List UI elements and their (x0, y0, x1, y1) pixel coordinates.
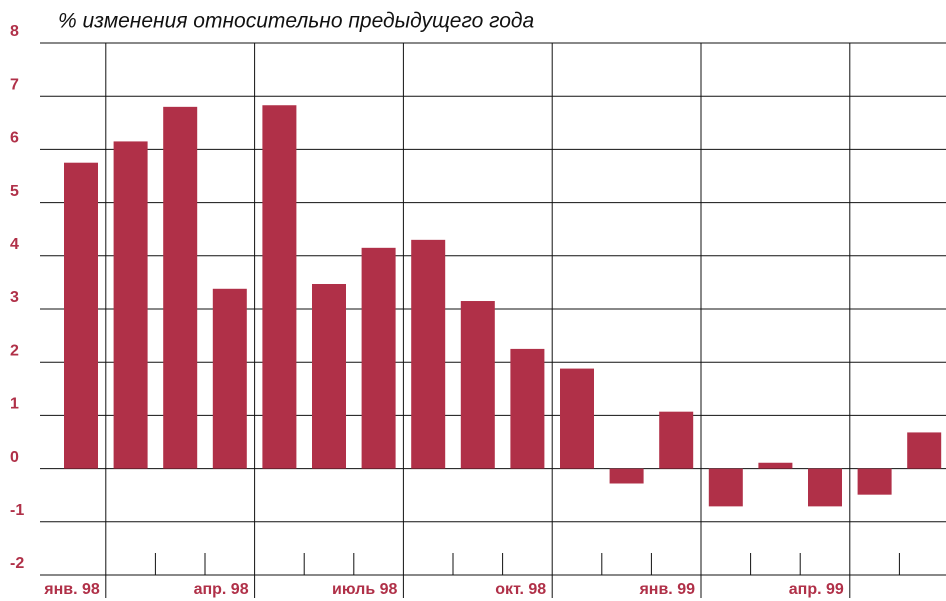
bar (609, 468, 644, 484)
y-tick-label: 0 (10, 449, 19, 466)
bar (907, 432, 942, 469)
y-tick-label: 1 (10, 396, 19, 413)
bar (857, 468, 892, 495)
bar (708, 468, 743, 507)
y-tick-label: 8 (10, 23, 19, 40)
bar (460, 301, 495, 469)
bar (510, 348, 545, 469)
x-tick-label: янв. 98 (43, 581, 100, 598)
y-tick-label: -2 (10, 555, 24, 572)
y-tick-label: 3 (10, 289, 19, 306)
x-tick-label: окт. 98 (495, 581, 546, 598)
x-tick-label: янв. 99 (638, 581, 695, 598)
y-tick-label: -1 (10, 502, 24, 519)
bar (212, 288, 247, 469)
bar (560, 368, 594, 469)
bar (312, 283, 346, 469)
bar (411, 239, 446, 469)
bar (758, 462, 793, 469)
x-tick-label: июль 98 (332, 581, 397, 598)
y-tick-label: 2 (10, 342, 19, 359)
bar (163, 106, 198, 469)
bar (262, 105, 297, 469)
x-tick-label: апр. 99 (789, 581, 844, 598)
x-tick-label: апр. 98 (194, 581, 249, 598)
y-tick-label: 6 (10, 130, 19, 147)
bar (808, 468, 842, 507)
y-tick-label: 5 (10, 183, 19, 200)
bar (659, 411, 694, 469)
chart-title: % изменения относительно предыдущего год… (58, 10, 534, 33)
bar (64, 162, 98, 469)
bar (113, 141, 148, 469)
bar (361, 247, 396, 469)
y-tick-label: 4 (10, 236, 19, 253)
y-tick-label: 7 (10, 76, 19, 93)
